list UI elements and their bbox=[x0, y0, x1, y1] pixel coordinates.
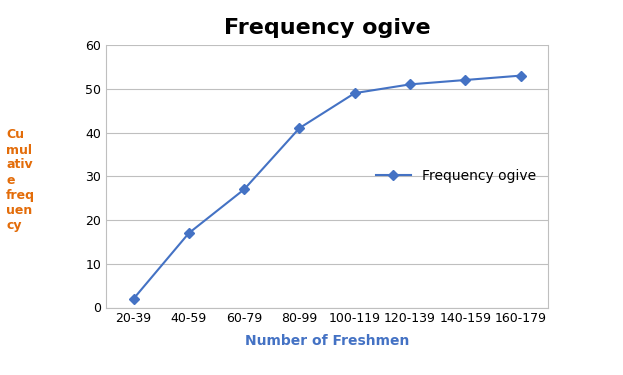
Line: Frequency ogive: Frequency ogive bbox=[130, 72, 524, 302]
Frequency ogive bbox=[517, 74, 525, 78]
Title: Frequency ogive: Frequency ogive bbox=[224, 18, 430, 38]
Frequency ogive bbox=[462, 78, 469, 82]
Legend: Frequency ogive: Frequency ogive bbox=[370, 164, 541, 189]
Frequency ogive bbox=[406, 82, 414, 87]
Frequency ogive bbox=[296, 126, 303, 130]
Text: Cu
mul
ativ
e
freq
uen
cy: Cu mul ativ e freq uen cy bbox=[6, 129, 36, 231]
Frequency ogive bbox=[351, 91, 358, 95]
Frequency ogive bbox=[240, 187, 248, 192]
Frequency ogive bbox=[185, 231, 193, 236]
X-axis label: Number of Freshmen: Number of Freshmen bbox=[245, 334, 409, 348]
Frequency ogive bbox=[130, 297, 137, 301]
